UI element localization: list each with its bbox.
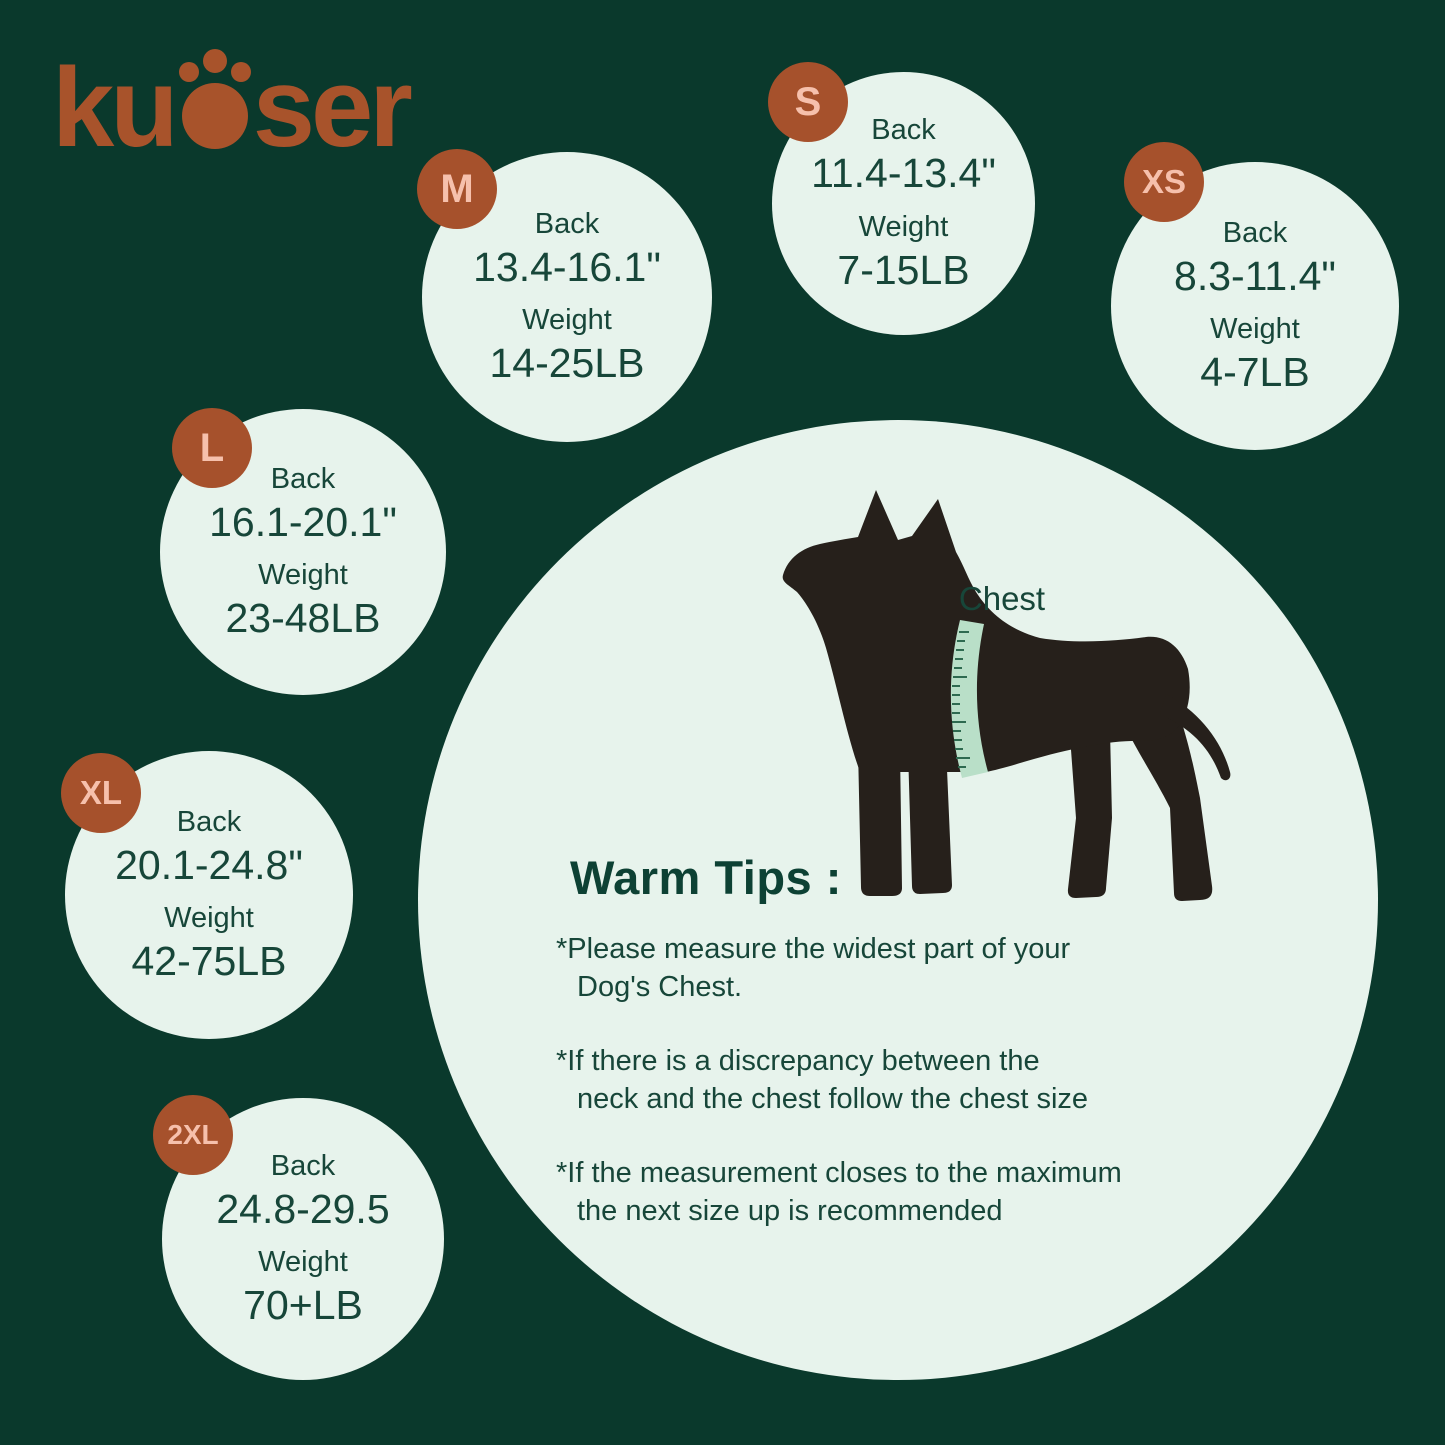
weight-label: Weight <box>258 1246 348 1278</box>
weight-label: Weight <box>858 210 949 243</box>
size-badge-s: S <box>768 62 848 142</box>
size-badge-xs: XS <box>1124 142 1204 222</box>
size-circle-l: L Back 16.1-20.1" Weight 23-48LB <box>160 408 446 695</box>
size-circle-xs: XS Back 8.3-11.4" Weight 4-7LB <box>1111 142 1399 450</box>
back-value-2xl: 24.8-29.5 <box>216 1185 390 1232</box>
size-circle-m: M Back 13.4-16.1" Weight 14-25LB <box>417 149 712 442</box>
weight-value-xs: 4-7LB <box>1200 349 1310 396</box>
weight-value-m: 14-25LB <box>489 340 645 387</box>
size-badge-s-label: S <box>794 79 822 124</box>
size-badge-2xl-label: 2XL <box>167 1119 219 1150</box>
size-circle-xl: XL Back 20.1-24.8" Weight 42-75LB <box>61 751 353 1039</box>
brand-logo-text-suffix: ser <box>252 45 413 170</box>
size-badge-l: L <box>172 408 252 488</box>
back-value-xl: 20.1-24.8" <box>115 841 303 888</box>
size-badge-xl-label: XL <box>79 774 123 811</box>
warm-tips-list: *Please measure the widest part of your … <box>556 930 1122 1266</box>
back-label: Back <box>871 114 936 147</box>
back-label: Back <box>1222 216 1288 249</box>
weight-label: Weight <box>1210 313 1300 345</box>
back-value-m: 13.4-16.1" <box>473 243 661 290</box>
weight-value-l: 23-48LB <box>225 595 381 642</box>
size-badge-xl: XL <box>61 753 141 833</box>
weight-value-s: 7-15LB <box>837 246 970 293</box>
size-badge-l-label: L <box>199 425 225 470</box>
back-label: Back <box>534 207 600 240</box>
warm-tips-title: Warm Tips : <box>570 851 842 904</box>
tip-item: *If the measurement closes to the maximu… <box>556 1154 1122 1230</box>
back-label: Back <box>176 805 242 838</box>
chest-annotation-label: Chest <box>958 580 1046 617</box>
paw-print-icon <box>178 49 251 149</box>
weight-label: Weight <box>522 304 612 336</box>
back-value-l: 16.1-20.1" <box>209 498 397 545</box>
size-circle-s: S Back 11.4-13.4" Weight 7-15LB <box>768 62 1035 335</box>
size-badge-2xl: 2XL <box>153 1095 233 1175</box>
dog-rear-leg <box>1125 710 1213 901</box>
back-label: Back <box>270 1149 336 1182</box>
tip-text: *Please measure the widest part of your <box>556 933 1071 965</box>
size-badge-xs-label: XS <box>1141 163 1187 200</box>
weight-label: Weight <box>164 902 254 934</box>
weight-value-xl: 42-75LB <box>131 938 287 985</box>
dog-front-leg <box>858 748 902 896</box>
back-label: Back <box>270 462 336 495</box>
dog-rear-leg <box>1067 730 1112 898</box>
dog-tail <box>1160 694 1231 781</box>
tip-text: the next size up is recommended <box>577 1195 1003 1227</box>
back-value-xs: 8.3-11.4" <box>1174 252 1336 299</box>
size-badge-m-label: M <box>440 166 474 211</box>
brand-logo: ku ser <box>52 45 413 170</box>
size-circle-2xl: 2XL Back 24.8-29.5 Weight 70+LB <box>153 1095 444 1380</box>
tip-text: *If there is a discrepancy between the <box>556 1045 1040 1077</box>
tip-text: neck and the chest follow the chest size <box>577 1083 1089 1115</box>
tip-text: *If the measurement closes to the maximu… <box>556 1157 1122 1189</box>
size-badge-m: M <box>417 149 497 229</box>
dog-front-leg <box>908 746 952 894</box>
brand-logo-text-prefix: ku <box>52 45 179 170</box>
dog-body <box>782 490 1190 772</box>
tip-item: *Please measure the widest part of your … <box>556 930 1122 1006</box>
measuring-tape-icon <box>950 620 988 778</box>
weight-value-2xl: 70+LB <box>243 1282 363 1329</box>
weight-label: Weight <box>258 559 348 591</box>
dog-silhouette-image <box>782 490 1231 901</box>
back-value-s: 11.4-13.4" <box>811 150 996 197</box>
tip-item: *If there is a discrepancy between the n… <box>556 1042 1122 1118</box>
tip-text: Dog's Chest. <box>577 971 743 1003</box>
